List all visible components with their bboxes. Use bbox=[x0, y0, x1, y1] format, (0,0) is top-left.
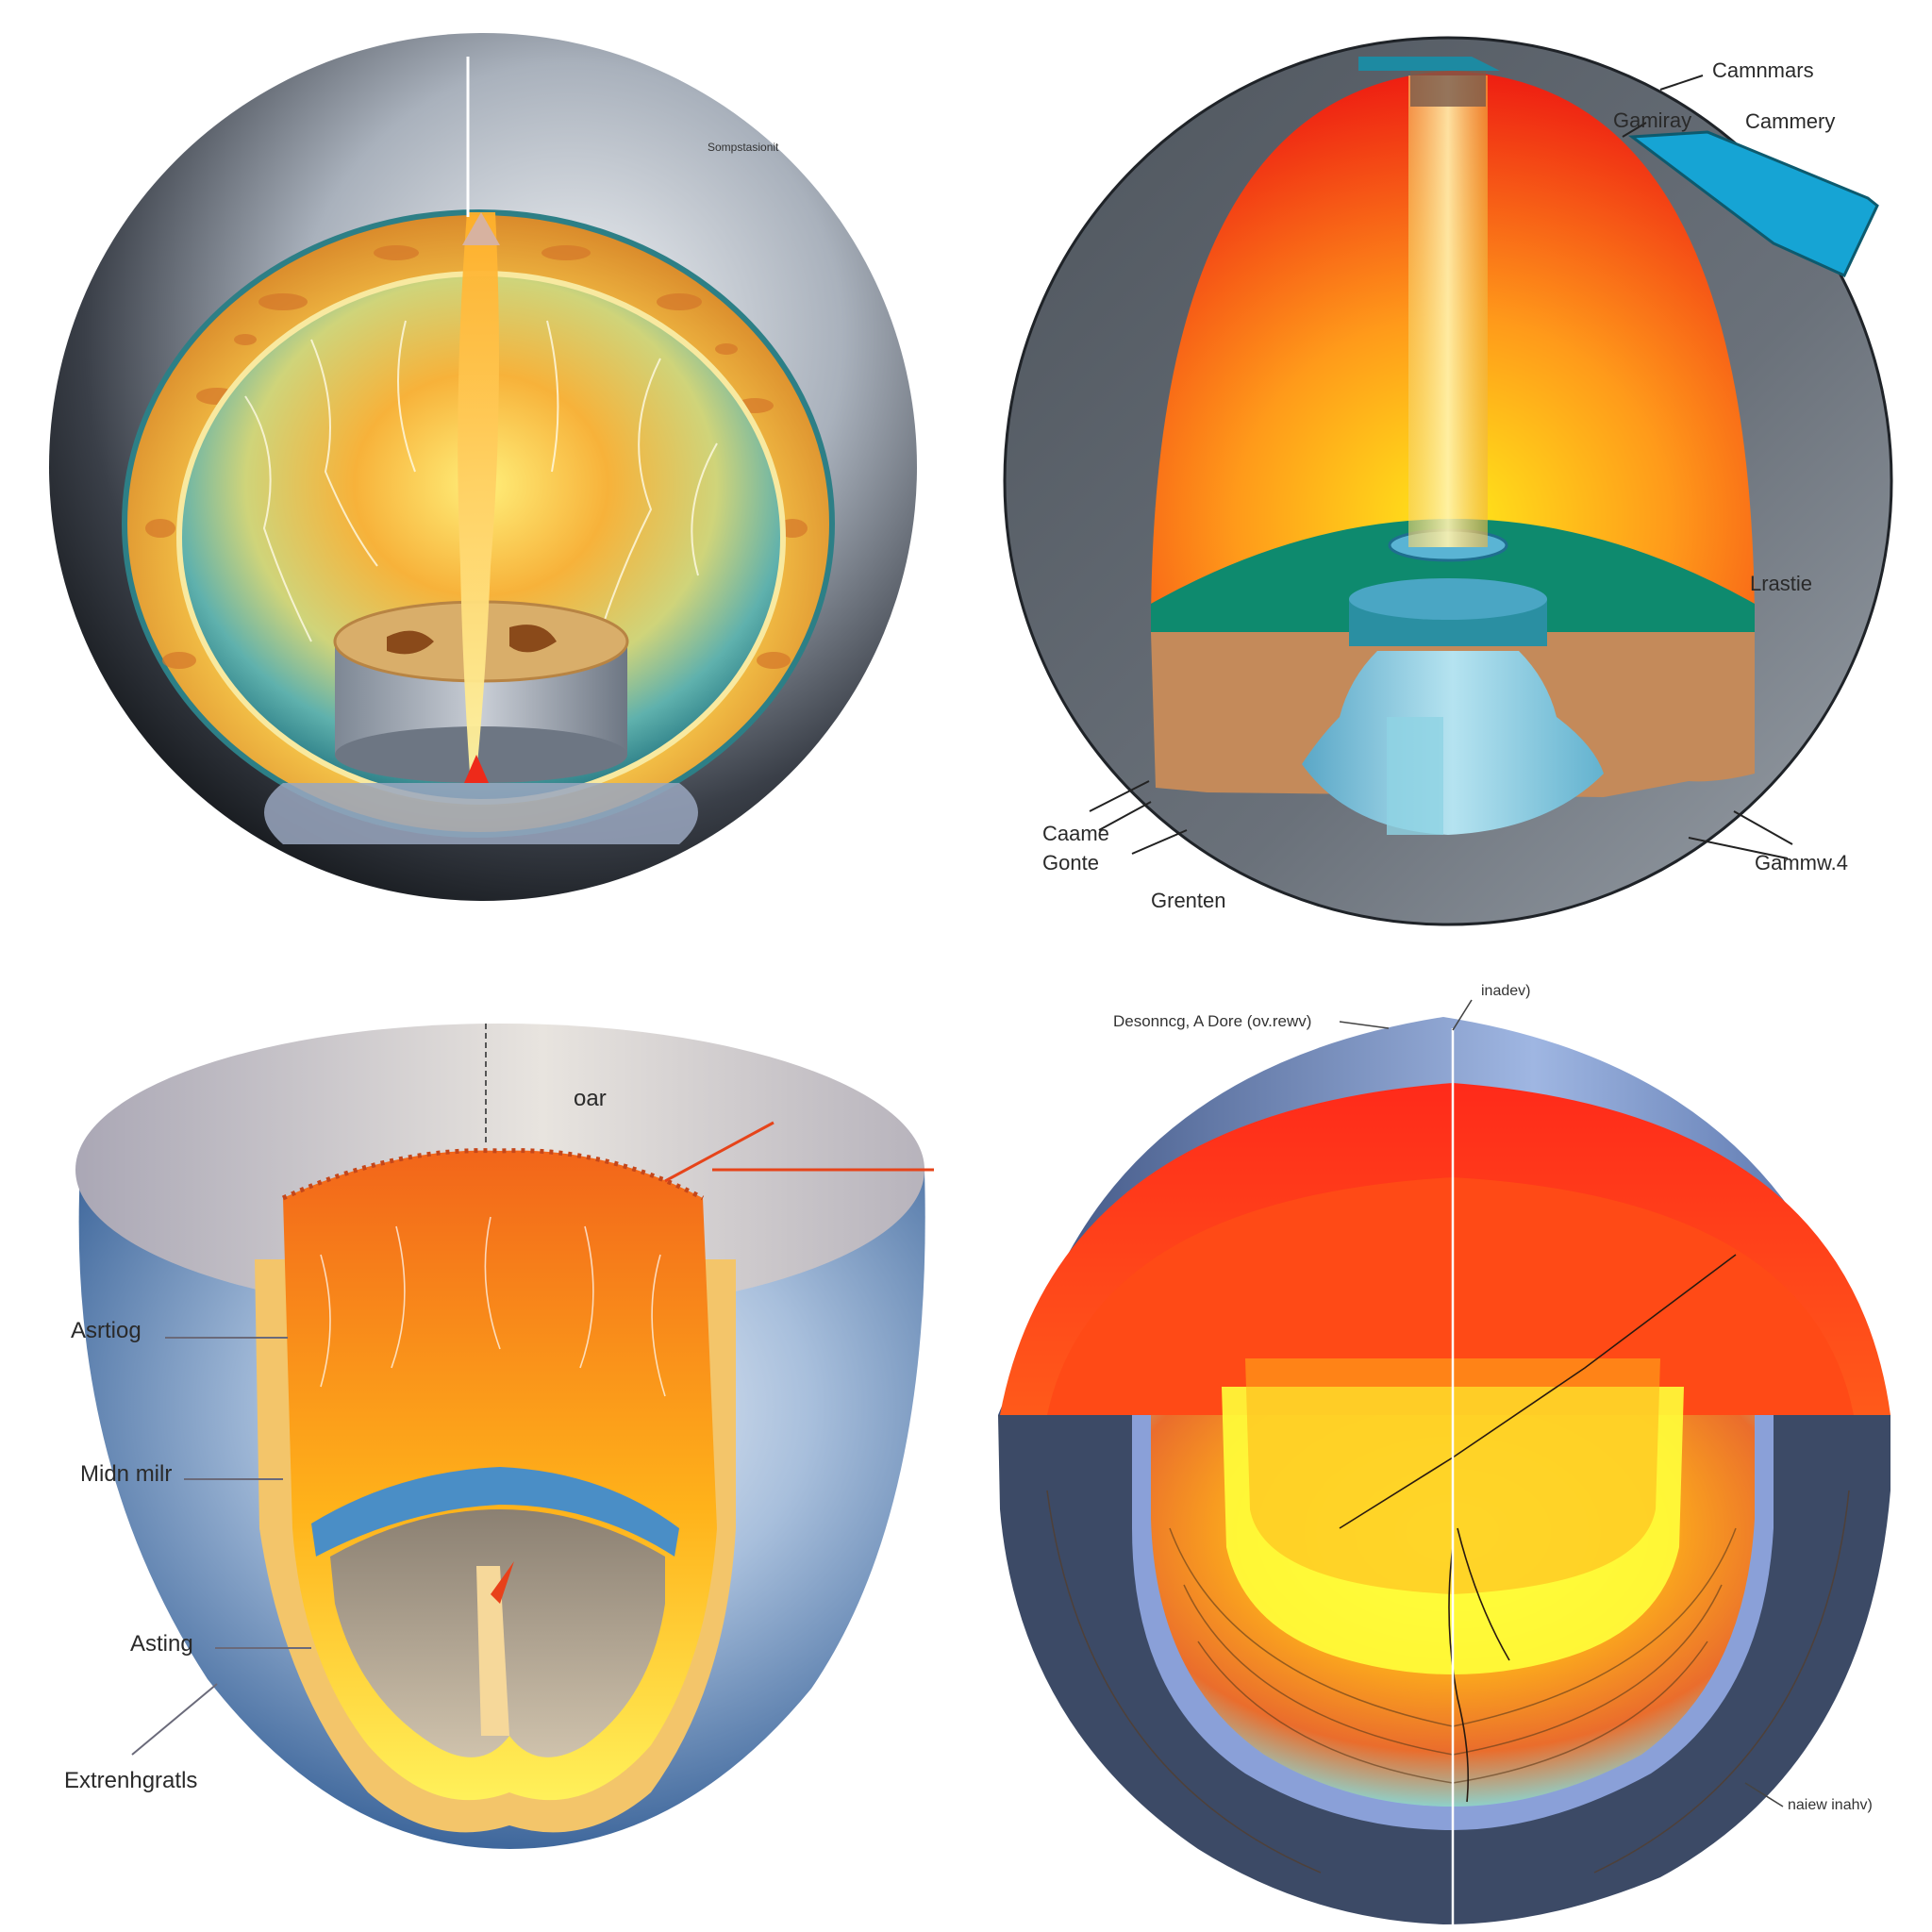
label-midn-milr: Midn milr bbox=[80, 1461, 172, 1487]
inner-crack bbox=[491, 1561, 514, 1604]
label-camnmars: Camnmars bbox=[1712, 58, 1814, 82]
blue-band bbox=[311, 1467, 679, 1557]
pointer-lines bbox=[1089, 75, 1793, 859]
central-plume bbox=[458, 212, 499, 774]
core-top-marking bbox=[387, 625, 557, 655]
label-corner: Sompstasionit bbox=[708, 141, 779, 154]
panel-top-left: Sompstasionit bbox=[49, 33, 917, 901]
label-naiew: naiew inahv) bbox=[1788, 1797, 1873, 1813]
label-cammery: Cammery bbox=[1745, 109, 1835, 133]
label-lrastie: Lrastie bbox=[1750, 572, 1812, 595]
mantle-veins bbox=[244, 320, 718, 642]
core-veins bbox=[320, 1216, 666, 1397]
label-asting: Asting bbox=[130, 1631, 193, 1657]
green-mantle bbox=[1151, 519, 1755, 632]
panel-bottom-left: oar Asrtiog Midn milr Asting Extrenhgrat… bbox=[64, 1024, 934, 1849]
pointer-lines bbox=[131, 1024, 934, 1756]
pointer-lines bbox=[1339, 999, 1784, 1807]
top-plate bbox=[1358, 57, 1500, 71]
core-collar-top bbox=[1349, 578, 1547, 620]
label-extrenhgratls: Extrenhgratls bbox=[64, 1768, 197, 1793]
label-gammw: Gammw.4 bbox=[1755, 851, 1848, 874]
core-shaft bbox=[1387, 717, 1443, 835]
label-grenten: Grenten bbox=[1151, 889, 1226, 912]
teal-flap bbox=[1627, 130, 1879, 277]
central-pipe bbox=[1408, 75, 1488, 547]
hot-spot bbox=[464, 755, 489, 783]
base-layer bbox=[264, 783, 698, 844]
core-mound bbox=[1302, 651, 1604, 835]
plume-tip bbox=[462, 212, 500, 245]
label-gonte: Gonte bbox=[1042, 851, 1099, 874]
red-crust-inner bbox=[1047, 1177, 1854, 1415]
label-inadev: inadev) bbox=[1481, 983, 1530, 999]
label-oar: oar bbox=[574, 1086, 607, 1111]
pipe-cap bbox=[1410, 71, 1486, 107]
core-cylinder-bottom bbox=[335, 726, 627, 783]
panel-top-right: Camnmars Gamiray Cammery Lrastie Caame G… bbox=[1003, 36, 1893, 926]
inner-wall-left bbox=[476, 1566, 509, 1736]
label-desonncg: Desonncg, A Dore (ov.rewv) bbox=[1113, 1012, 1311, 1030]
label-asrtiog: Asrtiog bbox=[71, 1318, 142, 1343]
label-gamiray: Gamiray bbox=[1613, 108, 1691, 132]
panel-bottom-right: inadev) Desonncg, A Dore (ov.rewv) naiew… bbox=[998, 983, 1890, 1924]
fracture-lines bbox=[1339, 1254, 1737, 1803]
label-caame: Caame bbox=[1042, 822, 1109, 845]
